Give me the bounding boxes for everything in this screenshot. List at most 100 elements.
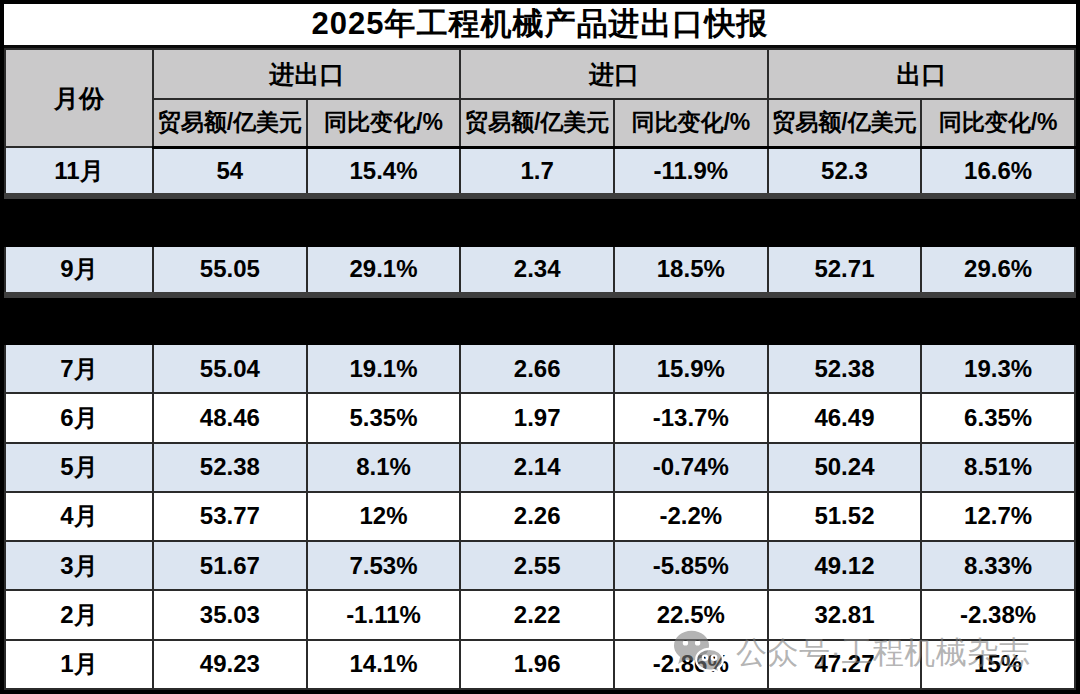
censored-row bbox=[5, 196, 1075, 245]
table-row: 11月5415.4%1.7-11.9%52.316.6% bbox=[5, 147, 1075, 196]
value-cell: -11.9% bbox=[614, 147, 768, 196]
table-row: 1月49.2314.1%1.96-2.86%47.2715% bbox=[5, 640, 1075, 689]
value-cell: 53.77 bbox=[153, 492, 307, 541]
month-cell: 7月 bbox=[5, 344, 153, 393]
value-cell: 2.26 bbox=[460, 492, 614, 541]
value-cell: 49.12 bbox=[768, 541, 922, 590]
value-cell: 35.03 bbox=[153, 590, 307, 639]
censored-cell bbox=[921, 196, 1075, 245]
month-cell: 1月 bbox=[5, 640, 153, 689]
censored-cell bbox=[614, 295, 768, 344]
value-cell: 8.1% bbox=[307, 443, 461, 492]
table-header: 月份 进出口 进口 出口 贸易额/亿美元 同比变化/% 贸易额/亿美元 同比变化… bbox=[5, 49, 1075, 147]
value-cell: 2.66 bbox=[460, 344, 614, 393]
table-row: 5月52.388.1%2.14-0.74%50.248.51% bbox=[5, 443, 1075, 492]
censored-row bbox=[5, 295, 1075, 344]
col-header-yoy-export: 同比变化/% bbox=[921, 99, 1075, 147]
col-header-month: 月份 bbox=[5, 49, 153, 147]
censored-cell bbox=[153, 295, 307, 344]
table-row: 4月53.7712%2.26-2.2%51.5212.7% bbox=[5, 492, 1075, 541]
col-group-export: 出口 bbox=[768, 49, 1075, 99]
table-row: 7月55.0419.1%2.6615.9%52.3819.3% bbox=[5, 344, 1075, 393]
value-cell: 22.5% bbox=[614, 590, 768, 639]
value-cell: 47.27 bbox=[768, 640, 922, 689]
censored-cell bbox=[307, 196, 461, 245]
value-cell: 51.67 bbox=[153, 541, 307, 590]
censored-cell bbox=[460, 196, 614, 245]
value-cell: 2.22 bbox=[460, 590, 614, 639]
month-cell: 5月 bbox=[5, 443, 153, 492]
value-cell: 54 bbox=[153, 147, 307, 196]
value-cell: 49.23 bbox=[153, 640, 307, 689]
month-cell: 4月 bbox=[5, 492, 153, 541]
col-header-yoy-import: 同比变化/% bbox=[614, 99, 768, 147]
value-cell: 2.34 bbox=[460, 246, 614, 295]
value-cell: -2.38% bbox=[921, 590, 1075, 639]
table-row: 9月55.0529.1%2.3418.5%52.7129.6% bbox=[5, 246, 1075, 295]
censored-cell bbox=[768, 196, 922, 245]
col-header-trade-value-import: 贸易额/亿美元 bbox=[460, 99, 614, 147]
value-cell: -2.2% bbox=[614, 492, 768, 541]
table-row: 3月51.677.53%2.55-5.85%49.128.33% bbox=[5, 541, 1075, 590]
value-cell: 52.3 bbox=[768, 147, 922, 196]
value-cell: 29.1% bbox=[307, 246, 461, 295]
value-cell: 55.04 bbox=[153, 344, 307, 393]
value-cell: 6.35% bbox=[921, 393, 1075, 442]
value-cell: 32.81 bbox=[768, 590, 922, 639]
value-cell: 14.1% bbox=[307, 640, 461, 689]
col-header-trade-value-export: 贸易额/亿美元 bbox=[768, 99, 922, 147]
col-header-yoy-total: 同比变化/% bbox=[307, 99, 461, 147]
sub-header-row: 贸易额/亿美元 同比变化/% 贸易额/亿美元 同比变化/% 贸易额/亿美元 同比… bbox=[5, 99, 1075, 147]
value-cell: 15.9% bbox=[614, 344, 768, 393]
value-cell: 18.5% bbox=[614, 246, 768, 295]
month-cell: 3月 bbox=[5, 541, 153, 590]
value-cell: -0.74% bbox=[614, 443, 768, 492]
col-header-trade-value-total: 贸易额/亿美元 bbox=[153, 99, 307, 147]
value-cell: -13.7% bbox=[614, 393, 768, 442]
value-cell: 19.3% bbox=[921, 344, 1075, 393]
value-cell: 52.38 bbox=[768, 344, 922, 393]
value-cell: 52.71 bbox=[768, 246, 922, 295]
value-cell: 16.6% bbox=[921, 147, 1075, 196]
value-cell: 50.24 bbox=[768, 443, 922, 492]
censored-cell bbox=[614, 196, 768, 245]
value-cell: 1.7 bbox=[460, 147, 614, 196]
censored-cell bbox=[768, 295, 922, 344]
value-cell: 2.14 bbox=[460, 443, 614, 492]
month-cell: 2月 bbox=[5, 590, 153, 639]
value-cell: 1.96 bbox=[460, 640, 614, 689]
value-cell: 8.33% bbox=[921, 541, 1075, 590]
value-cell: 12.7% bbox=[921, 492, 1075, 541]
censored-cell bbox=[921, 295, 1075, 344]
value-cell: 2.55 bbox=[460, 541, 614, 590]
value-cell: 12% bbox=[307, 492, 461, 541]
table-body: 11月5415.4%1.7-11.9%52.316.6% 9月55.0529.1%… bbox=[5, 147, 1075, 689]
censored-cell bbox=[153, 196, 307, 245]
value-cell: -5.85% bbox=[614, 541, 768, 590]
import-export-table: 月份 进出口 进口 出口 贸易额/亿美元 同比变化/% 贸易额/亿美元 同比变化… bbox=[4, 48, 1076, 690]
value-cell: 46.49 bbox=[768, 393, 922, 442]
value-cell: 29.6% bbox=[921, 246, 1075, 295]
group-header-row: 月份 进出口 进口 出口 bbox=[5, 49, 1075, 99]
value-cell: 52.38 bbox=[153, 443, 307, 492]
value-cell: 15.4% bbox=[307, 147, 461, 196]
value-cell: 8.51% bbox=[921, 443, 1075, 492]
censored-cell bbox=[307, 295, 461, 344]
col-group-import: 进口 bbox=[460, 49, 767, 99]
value-cell: 5.35% bbox=[307, 393, 461, 442]
value-cell: 55.05 bbox=[153, 246, 307, 295]
value-cell: 15% bbox=[921, 640, 1075, 689]
month-cell: 9月 bbox=[5, 246, 153, 295]
value-cell: -1.11% bbox=[307, 590, 461, 639]
censored-cell bbox=[5, 295, 153, 344]
table-row: 6月48.465.35%1.97-13.7%46.496.35% bbox=[5, 393, 1075, 442]
value-cell: 48.46 bbox=[153, 393, 307, 442]
value-cell: 19.1% bbox=[307, 344, 461, 393]
value-cell: -2.86% bbox=[614, 640, 768, 689]
col-group-import-export: 进出口 bbox=[153, 49, 460, 99]
month-cell: 11月 bbox=[5, 147, 153, 196]
censored-cell bbox=[5, 196, 153, 245]
value-cell: 51.52 bbox=[768, 492, 922, 541]
month-cell: 6月 bbox=[5, 393, 153, 442]
table-row: 2月35.03-1.11%2.2222.5%32.81-2.38% bbox=[5, 590, 1075, 639]
